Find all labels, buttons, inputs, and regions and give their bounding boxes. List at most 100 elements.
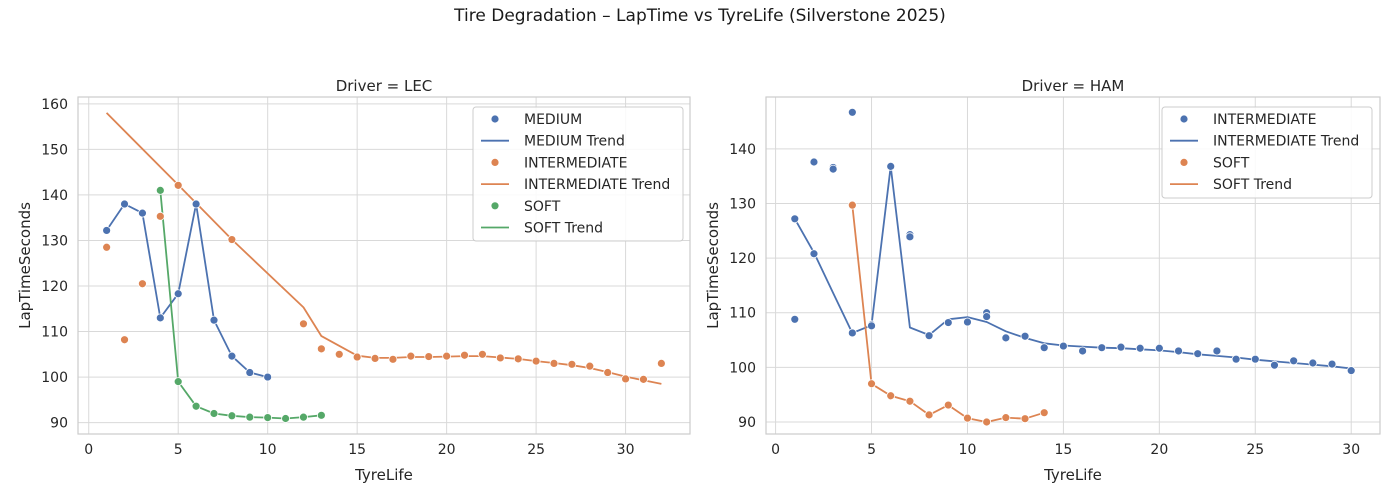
data-point-soft [316, 410, 326, 420]
y-tick-label: 90 [738, 415, 756, 431]
y-axis-label: LapTimeSeconds [16, 202, 34, 329]
data-point-intermediate [567, 359, 577, 369]
data-point-intermediate [924, 331, 934, 341]
x-tick-label: 15 [1054, 442, 1072, 458]
legend-label: INTERMEDIATE [1213, 112, 1316, 128]
subplot-title: Driver = HAM [1022, 77, 1125, 95]
data-point-soft [982, 417, 992, 427]
y-tick-label: 130 [729, 197, 756, 213]
data-point-intermediate [1174, 346, 1183, 356]
data-point-soft [1039, 408, 1049, 418]
x-tick-label: 15 [348, 442, 366, 458]
data-point-intermediate [478, 349, 487, 359]
data-point-soft [263, 413, 273, 423]
data-point-intermediate [1193, 349, 1203, 359]
data-point-soft [1001, 413, 1011, 423]
data-point-intermediate [1116, 342, 1126, 352]
data-point-soft [886, 391, 896, 401]
plot-frame [77, 96, 691, 435]
data-point-intermediate [102, 242, 112, 252]
data-point-medium [227, 351, 237, 361]
y-tick-label: 130 [41, 233, 68, 249]
data-point-intermediate [1097, 343, 1107, 353]
data-point-intermediate [963, 317, 972, 327]
legend-label: INTERMEDIATE Trend [1213, 134, 1359, 150]
data-point-intermediate [1270, 360, 1279, 370]
x-tick-label: 30 [617, 442, 635, 458]
x-axis-label: TyreLife [1043, 466, 1102, 484]
subplot-0: 0 5 10 15 20 25 30 90 100 110 120 130 140 150 160 Drive… [16, 77, 691, 484]
data-point-medium [173, 289, 183, 299]
x-axis-label: TyreLife [354, 466, 413, 484]
legend-label: MEDIUM [524, 112, 582, 128]
x-tick-label: 20 [1150, 442, 1168, 458]
data-point-intermediate [1135, 343, 1145, 353]
data-point-medium [102, 226, 112, 235]
data-point-soft [209, 409, 219, 418]
data-point-intermediate [1346, 366, 1356, 376]
data-point-intermediate [1308, 358, 1318, 368]
y-tick-label: 120 [41, 279, 68, 295]
data-point-intermediate [1327, 359, 1337, 369]
x-tick-label: 0 [84, 442, 93, 458]
x-tick-label: 25 [527, 442, 545, 458]
data-point-intermediate [790, 314, 800, 324]
data-point-intermediate [227, 235, 237, 244]
data-point-intermediate [1154, 343, 1164, 353]
data-point-medium [155, 313, 165, 323]
data-point-intermediate [138, 279, 147, 289]
data-point-intermediate [656, 359, 666, 368]
plot-frame [765, 96, 1381, 435]
data-point-intermediate [531, 356, 541, 366]
data-point-intermediate [388, 354, 398, 364]
data-point-medium [191, 199, 201, 209]
data-point-intermediate [1250, 354, 1260, 364]
trend-line-soft [851, 205, 1045, 423]
data-point-intermediate [1001, 333, 1011, 343]
figure-title: Tire Degradation – LapTime vs TyreLife (… [454, 6, 946, 26]
data-point-medium [120, 199, 129, 209]
data-point-intermediate [1231, 354, 1241, 364]
data-point-intermediate [809, 249, 819, 259]
y-tick-label: 150 [41, 142, 68, 158]
subplot-1: 0 5 10 15 20 25 30 90 100 110 120 130 140 Driver = HA… [704, 77, 1381, 484]
data-point-soft [943, 400, 953, 410]
legend-label: MEDIUM Trend [524, 134, 625, 150]
data-point-intermediate [867, 321, 876, 331]
data-point-soft [173, 377, 183, 387]
legend-box [472, 106, 684, 242]
data-point-intermediate [982, 312, 992, 321]
legend-marker [490, 201, 500, 211]
data-point-intermediate [1212, 346, 1222, 356]
data-point-soft [155, 185, 165, 195]
data-point-intermediate [1289, 356, 1299, 366]
x-tick-label: 10 [959, 442, 977, 458]
y-tick-label: 160 [41, 97, 68, 113]
data-point-medium [138, 208, 147, 218]
data-point-intermediate [1078, 346, 1087, 356]
y-axis-label: LapTimeSeconds [704, 202, 722, 329]
y-tick-label: 140 [729, 142, 756, 158]
x-tick-label: 20 [438, 442, 456, 458]
data-point-intermediate [621, 374, 630, 384]
y-tick-label: 110 [41, 325, 68, 341]
legend-label: SOFT Trend [524, 221, 603, 237]
data-point-intermediate [603, 368, 613, 377]
legend: MEDIUM MEDIUM Trend INTERMEDIATE INTERMEDIA… [472, 106, 684, 242]
trend-line-medium [105, 203, 268, 378]
data-point-soft [963, 413, 972, 423]
data-point-intermediate [120, 335, 129, 345]
legend-marker [490, 157, 500, 167]
data-point-medium [209, 315, 219, 325]
data-point-intermediate [155, 211, 165, 221]
data-point-intermediate [495, 353, 505, 363]
y-tick-label: 140 [41, 188, 68, 204]
data-point-intermediate [513, 354, 523, 364]
x-tick-label: 30 [1342, 442, 1360, 458]
data-point-soft [299, 412, 308, 422]
legend-label: INTERMEDIATE [524, 155, 627, 171]
data-point-soft [1020, 414, 1030, 424]
legend-box [1161, 106, 1373, 199]
data-point-intermediate [828, 164, 838, 174]
